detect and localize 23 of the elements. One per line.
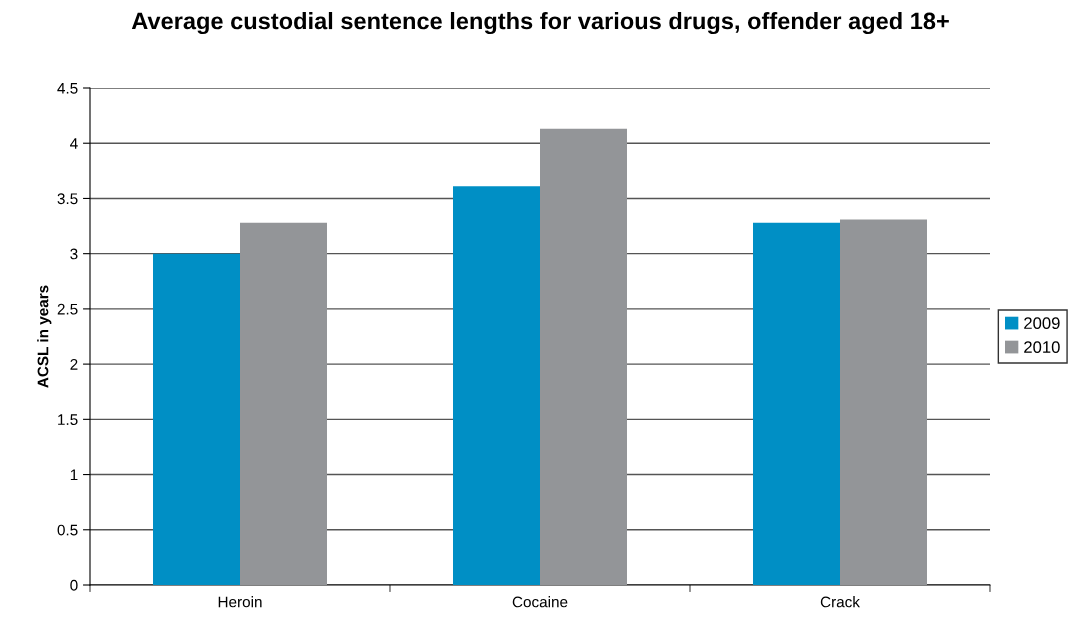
y-tick-label: 2: [70, 358, 78, 370]
x-tick-label: Cocaine: [512, 596, 568, 608]
bar: [453, 186, 540, 585]
y-axis-title: ACSL in years: [37, 285, 52, 388]
y-tick-label: 2.5: [57, 303, 78, 315]
y-tick-label: 3: [70, 248, 78, 260]
y-tick-label: 1.5: [58, 414, 78, 426]
y-tick-label: 0.5: [57, 524, 78, 536]
y-tick-label: 3.5: [57, 193, 78, 205]
bar: [753, 222, 840, 585]
bar: [840, 219, 927, 585]
y-tick-label: 0: [70, 579, 78, 591]
y-tick-label: 4.5: [57, 83, 78, 94]
bar: [540, 128, 627, 585]
y-tick-label: 1: [70, 469, 78, 481]
chart-title: Average custodial sentence lengths for various drugs, offender aged 18+: [131, 12, 949, 35]
legend-label: 2009: [1024, 317, 1060, 330]
x-tick-label: Heroin: [218, 596, 262, 608]
bar: [153, 253, 240, 585]
y-tick-label: 4: [70, 138, 78, 149]
bar: [240, 222, 327, 585]
x-tick-label: Crack: [820, 596, 860, 608]
legend-label: 2010: [1024, 341, 1060, 353]
